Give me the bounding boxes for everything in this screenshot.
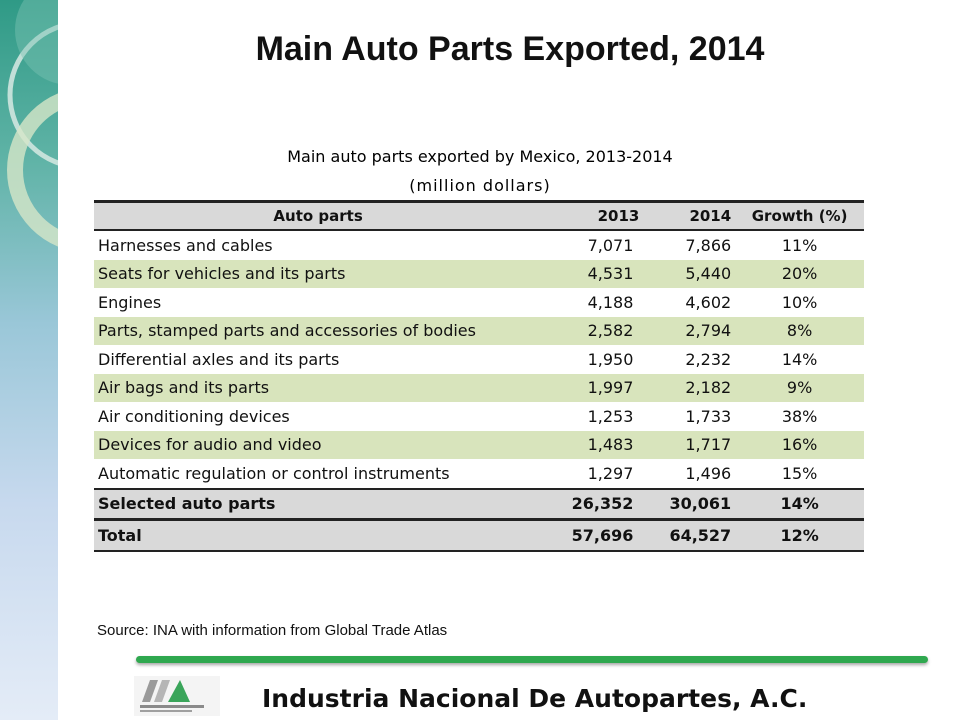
cell-auto-part: Automatic regulation or control instrume… xyxy=(98,463,450,483)
table-header-row: Auto parts 2013 2014 Growth (%) xyxy=(94,200,864,231)
cell-value-2014: 2,794 xyxy=(643,316,736,345)
table-row: Air conditioning devices 1,253 1,733 38% xyxy=(94,402,864,431)
column-header-auto-parts: Auto parts xyxy=(94,200,543,231)
cell-growth: 9% xyxy=(735,373,864,402)
cell-value-2014: 4,602 xyxy=(685,292,732,312)
table-row: Air bags and its parts 1,997 2,182 9% xyxy=(94,373,864,402)
cell-auto-part: Total xyxy=(94,518,543,552)
cell-growth: 20% xyxy=(735,259,864,288)
cell-value-2014: 2,182 xyxy=(643,373,736,402)
cell-value-2014: 1,496 xyxy=(685,463,732,483)
footer-divider xyxy=(136,656,928,663)
cell-value-2013: 1,253 xyxy=(587,406,634,426)
cell-value-2014: 7,866 xyxy=(685,235,732,255)
cell-value-2013: 1,997 xyxy=(542,373,644,402)
table-row: Total 57,696 64,527 12% xyxy=(94,518,864,552)
cell-growth: 12% xyxy=(735,518,864,552)
cell-auto-part: Devices for audio and video xyxy=(94,430,543,459)
cell-auto-part: Differential axles and its parts xyxy=(98,349,340,369)
ina-logo-icon xyxy=(134,676,220,716)
cell-value-2013: 7,071 xyxy=(587,235,634,255)
table-row: Parts, stamped parts and accessories of … xyxy=(94,316,864,345)
table-row: Seats for vehicles and its parts 4,531 5,4… xyxy=(94,259,864,288)
cell-value-2013: 4,531 xyxy=(542,259,644,288)
cell-growth: 14% xyxy=(781,349,818,369)
table-row: Devices for audio and video 1,483 1,717 16% xyxy=(94,430,864,459)
cell-growth: 11% xyxy=(781,235,818,255)
table-row: Selected auto parts 26,352 30,061 14% xyxy=(94,487,864,520)
cell-auto-part: Air bags and its parts xyxy=(94,373,543,402)
cell-growth: 16% xyxy=(735,430,864,459)
auto-parts-table: Auto parts 2013 2014 Growth (%) Harnesse… xyxy=(94,200,864,552)
cell-value-2014: 5,440 xyxy=(643,259,736,288)
table-row: Harnesses and cables 7,071 7,866 11% xyxy=(94,230,864,260)
cell-auto-part: Selected auto parts xyxy=(94,487,543,520)
table-row: Automatic regulation or control instrume… xyxy=(94,459,864,489)
cell-auto-part: Engines xyxy=(98,292,162,312)
column-header-growth: Growth (%) xyxy=(735,200,864,231)
cell-value-2013: 4,188 xyxy=(587,292,634,312)
cell-growth: 15% xyxy=(781,463,818,483)
cell-auto-part: Harnesses and cables xyxy=(98,235,273,255)
cell-auto-part: Parts, stamped parts and accessories of … xyxy=(94,316,543,345)
cell-value-2013: 1,483 xyxy=(542,430,644,459)
cell-value-2014: 64,527 xyxy=(643,518,736,552)
column-header-2014: 2014 xyxy=(643,200,736,231)
decorative-side-band xyxy=(0,0,58,720)
cell-value-2013: 1,950 xyxy=(587,349,634,369)
table-body: Harnesses and cables 7,071 7,866 11% Seats f… xyxy=(94,230,864,552)
cell-value-2013: 1,297 xyxy=(587,463,634,483)
footer-organization-name: Industria Nacional De Autopartes, A.C. xyxy=(262,684,808,713)
cell-auto-part: Seats for vehicles and its parts xyxy=(94,259,543,288)
decorative-circles-icon xyxy=(7,0,58,247)
column-header-2013: 2013 xyxy=(542,200,644,231)
table-subtitle: (million dollars) xyxy=(409,176,551,195)
table-row: Engines 4,188 4,602 10% xyxy=(94,288,864,317)
table-title: Main auto parts exported by Mexico, 2013… xyxy=(287,147,673,166)
cell-value-2013: 2,582 xyxy=(542,316,644,345)
cell-auto-part: Air conditioning devices xyxy=(98,406,290,426)
table-row: Differential axles and its parts 1,950 2,2… xyxy=(94,345,864,374)
ina-logo xyxy=(134,672,220,718)
cell-growth: 10% xyxy=(781,292,818,312)
slide-title: Main Auto Parts Exported, 2014 xyxy=(255,30,765,68)
cell-value-2013: 26,352 xyxy=(542,487,644,520)
cell-value-2013: 57,696 xyxy=(542,518,644,552)
cell-growth: 14% xyxy=(735,487,864,520)
cell-growth: 38% xyxy=(781,406,818,426)
cell-value-2014: 1,717 xyxy=(643,430,736,459)
cell-growth: 8% xyxy=(735,316,864,345)
cell-value-2014: 2,232 xyxy=(685,349,732,369)
source-note: Source: INA with information from Global… xyxy=(97,622,448,639)
cell-value-2014: 30,061 xyxy=(643,487,736,520)
cell-value-2014: 1,733 xyxy=(685,406,732,426)
